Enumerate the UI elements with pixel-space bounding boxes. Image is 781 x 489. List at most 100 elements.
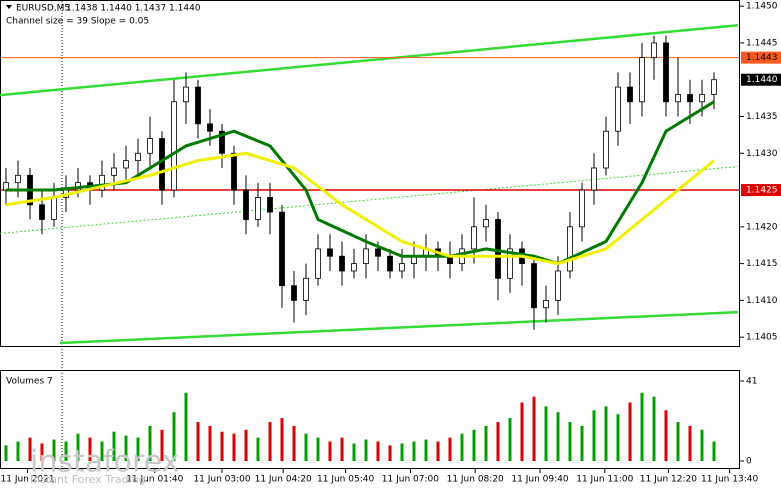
volume-bar	[328, 441, 332, 461]
volume-bar	[148, 425, 152, 461]
candle-body	[711, 79, 717, 95]
candle-body	[603, 130, 609, 169]
candle-body	[303, 277, 309, 301]
x-tick-label: 11 Jun 07:00	[382, 475, 439, 485]
x-tick-label: 11 Jun 2021	[1, 475, 55, 485]
volume-bar	[604, 406, 608, 461]
volume-bar	[628, 402, 632, 461]
candle-body	[363, 248, 369, 265]
watermark-brand: instaforex	[30, 445, 179, 480]
y-tick-label: 1.1450	[746, 2, 778, 12]
y-tick-label: 1.1415	[746, 259, 778, 269]
volume-bar	[388, 445, 392, 461]
volume-bar	[400, 443, 404, 461]
x-tick-label: 11 Jun 11:00	[576, 475, 633, 485]
candle-body	[471, 226, 477, 250]
channel-line	[0, 24, 739, 97]
volume-panel	[0, 370, 740, 469]
volume-bar	[376, 441, 380, 461]
volume-bar	[532, 396, 536, 461]
candle-body	[291, 285, 297, 301]
volume-bar	[16, 441, 20, 461]
candle-body	[651, 42, 657, 59]
price-marker-label: 1.1425	[746, 186, 778, 196]
candle-body	[207, 123, 213, 132]
quote: 1.1438 1.1440 1.1437 1.1440	[66, 4, 201, 14]
y-tick-label: 1.1435	[746, 112, 778, 122]
x-tick-label: 11 Jun 01:40	[126, 475, 183, 485]
candle-body	[135, 152, 141, 162]
candle-body	[675, 94, 681, 103]
volume-bar	[160, 429, 164, 461]
volume-bar	[676, 421, 680, 461]
candle-body	[483, 219, 489, 228]
candle-body	[255, 197, 261, 220]
candle-body	[267, 197, 273, 213]
volume-bar	[472, 429, 476, 461]
volume-bar	[460, 433, 464, 461]
candle-body	[231, 152, 237, 191]
volume-bar	[436, 441, 440, 461]
y-tick-label: 1.1420	[746, 222, 778, 232]
candle-body	[555, 270, 561, 301]
candle-body	[591, 167, 597, 191]
candle-body	[123, 160, 129, 169]
volume-bar	[448, 437, 452, 461]
x-tick-label: 11 Jun 04:20	[255, 475, 312, 485]
y-tick-label: 41	[746, 377, 757, 387]
volume-bar	[76, 433, 80, 461]
volume-bar	[184, 392, 188, 461]
candle-body	[387, 255, 393, 272]
y-tick-label: 1.1430	[746, 149, 778, 159]
candle-body	[351, 263, 357, 272]
candle-body	[171, 101, 177, 191]
volume-bar	[124, 435, 128, 461]
channel-line	[59, 310, 739, 345]
volume-bar	[424, 439, 428, 461]
symbol: EURUSD,M5	[16, 4, 70, 14]
volume-bar	[484, 425, 488, 461]
x-tick-label: 11 Jun 05:40	[317, 475, 374, 485]
candle-body	[147, 138, 153, 154]
volume-bar	[496, 421, 500, 461]
volume-bar	[640, 392, 644, 461]
x-tick-label: 11 Jun 03:00	[193, 475, 250, 485]
volume-bar	[412, 441, 416, 461]
volume-bar	[712, 441, 716, 461]
volume-bar	[220, 431, 224, 461]
y-tick-label: 1.1410	[746, 296, 778, 306]
volume-bar	[664, 410, 668, 461]
volume-bar	[280, 418, 284, 461]
candle-body	[531, 263, 537, 309]
candle-body	[495, 219, 501, 279]
volume-bar	[28, 437, 32, 461]
candle-body	[615, 86, 621, 132]
y-tick-label: 1.1445	[746, 38, 778, 48]
candle-body	[243, 189, 249, 220]
price-marker	[741, 184, 781, 197]
price-marker	[741, 51, 781, 64]
candle-body	[543, 299, 549, 309]
candle-body	[219, 130, 225, 154]
volume-bar	[700, 429, 704, 461]
candle-body	[183, 86, 189, 103]
candle-body	[507, 248, 513, 279]
volume-bar	[592, 410, 596, 461]
volume-bar	[136, 437, 140, 461]
y-tick-label: 1.1405	[746, 333, 778, 343]
candle-body	[339, 255, 345, 272]
volume-bar	[556, 412, 560, 461]
volume-bar	[232, 433, 236, 461]
candle-body	[111, 167, 117, 176]
volume-bar	[88, 437, 92, 461]
volume-title: Volumes 7	[6, 377, 53, 387]
volume-bar	[340, 437, 344, 461]
candle-body	[39, 204, 45, 220]
price-marker-label: 1.1443	[746, 53, 778, 63]
volume-bar	[616, 414, 620, 461]
volume-bar	[544, 406, 548, 461]
indicator-info: Channel size = 39 Slope = 0.05	[6, 17, 149, 27]
candle-body	[15, 174, 21, 184]
candle-body	[279, 211, 285, 287]
price-marker	[741, 73, 781, 86]
